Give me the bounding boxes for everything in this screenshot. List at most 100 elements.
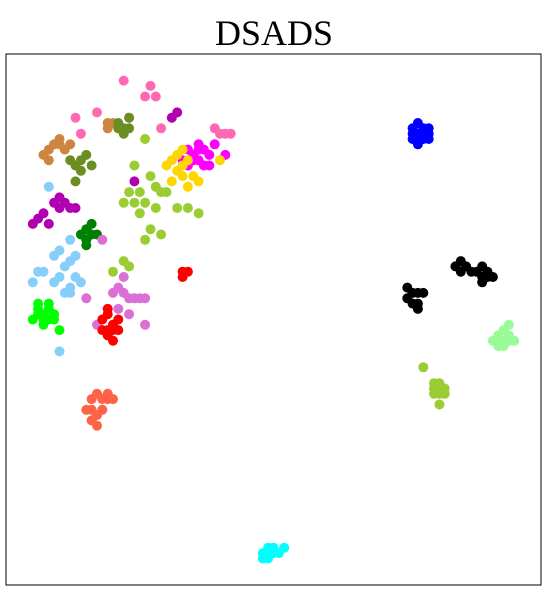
- series-2: [27, 107, 183, 229]
- point-13-11: [423, 134, 434, 144]
- series-6: [108, 134, 204, 277]
- point-9-12: [124, 309, 135, 320]
- point-6-2: [145, 171, 156, 182]
- point-8-3: [49, 250, 60, 261]
- point-6-13: [172, 203, 183, 213]
- point-11-3: [113, 314, 124, 325]
- point-1-1: [145, 80, 156, 91]
- point-3-6: [43, 155, 54, 166]
- point-17-7: [263, 553, 274, 564]
- point-2-12: [70, 203, 81, 213]
- point-11-7: [113, 325, 124, 336]
- point-6-17: [156, 229, 167, 240]
- series-5: [161, 144, 225, 192]
- point-4-11: [70, 176, 81, 187]
- point-9-1: [118, 272, 129, 282]
- point-13-12: [412, 139, 423, 150]
- point-14-11: [455, 266, 466, 277]
- point-5-3: [182, 155, 193, 166]
- point-6-21: [108, 266, 118, 277]
- point-8-16: [65, 287, 76, 298]
- point-4-5: [124, 123, 135, 134]
- point-12-11: [108, 394, 118, 405]
- point-11-9: [108, 335, 118, 346]
- point-6-1: [129, 160, 140, 171]
- point-2-10: [43, 218, 54, 229]
- point-0-9: [204, 160, 215, 171]
- series-10: [27, 298, 65, 336]
- point-4-12: [86, 160, 97, 171]
- series-11: [97, 266, 193, 346]
- point-1-0: [118, 75, 129, 86]
- series-7: [75, 218, 102, 251]
- point-10-7: [49, 314, 60, 325]
- point-6-8: [129, 197, 140, 208]
- point-8-13: [27, 277, 38, 288]
- point-1-5: [92, 107, 102, 118]
- series-15: [487, 319, 520, 351]
- point-16-9: [434, 399, 445, 410]
- point-5-8: [182, 181, 193, 192]
- point-6-6: [124, 187, 135, 198]
- point-3-7: [54, 139, 65, 150]
- point-7-6: [81, 240, 92, 251]
- point-9-3: [108, 287, 118, 298]
- point-16-0: [418, 362, 429, 373]
- point-6-7: [118, 197, 129, 208]
- point-15-8: [509, 335, 520, 346]
- point-12-9: [81, 404, 92, 415]
- point-8-14: [49, 277, 60, 288]
- point-16-8: [439, 388, 450, 399]
- series-13: [407, 118, 434, 150]
- point-6-5: [134, 187, 145, 198]
- plot-frame: [5, 53, 542, 586]
- point-6-0: [140, 134, 151, 144]
- point-7-1: [86, 218, 97, 229]
- point-14-10: [487, 272, 498, 282]
- point-0-13: [193, 144, 204, 155]
- point-9-9: [113, 303, 124, 314]
- point-9-11: [81, 293, 92, 304]
- point-4-2: [124, 112, 135, 123]
- point-10-9: [27, 314, 38, 325]
- point-1-10: [225, 128, 236, 139]
- series-8: [27, 181, 86, 357]
- point-8-12: [33, 266, 44, 277]
- series-12: [81, 388, 118, 431]
- point-5-5: [177, 171, 188, 182]
- point-2-6: [54, 192, 65, 203]
- point-1-7: [156, 123, 167, 134]
- point-15-10: [503, 319, 514, 330]
- point-6-20: [124, 261, 135, 272]
- point-5-11: [161, 160, 172, 171]
- series-14: [402, 256, 498, 314]
- point-14-9: [477, 277, 488, 288]
- points-layer: [27, 75, 520, 564]
- point-10-10: [33, 298, 44, 309]
- point-2-9: [27, 218, 38, 229]
- point-4-4: [113, 123, 124, 134]
- point-6-15: [193, 208, 204, 219]
- point-10-11: [43, 298, 54, 309]
- series-4: [65, 112, 135, 187]
- point-10-12: [54, 325, 65, 336]
- point-8-1: [65, 234, 76, 245]
- point-14-18: [418, 287, 429, 298]
- chart-title: DSADS: [214, 13, 334, 53]
- point-4-9: [65, 155, 76, 166]
- point-6-9: [140, 197, 151, 208]
- series-16: [418, 362, 450, 410]
- point-4-7: [81, 149, 92, 160]
- point-6-18: [140, 234, 151, 245]
- point-9-0: [97, 234, 108, 245]
- point-6-16: [145, 224, 156, 235]
- point-12-8: [86, 415, 97, 426]
- point-11-13: [182, 266, 193, 277]
- point-15-9: [498, 341, 509, 351]
- point-2-2: [129, 176, 140, 187]
- point-1-2: [150, 91, 161, 102]
- point-9-10: [140, 293, 151, 304]
- series-1: [70, 75, 236, 139]
